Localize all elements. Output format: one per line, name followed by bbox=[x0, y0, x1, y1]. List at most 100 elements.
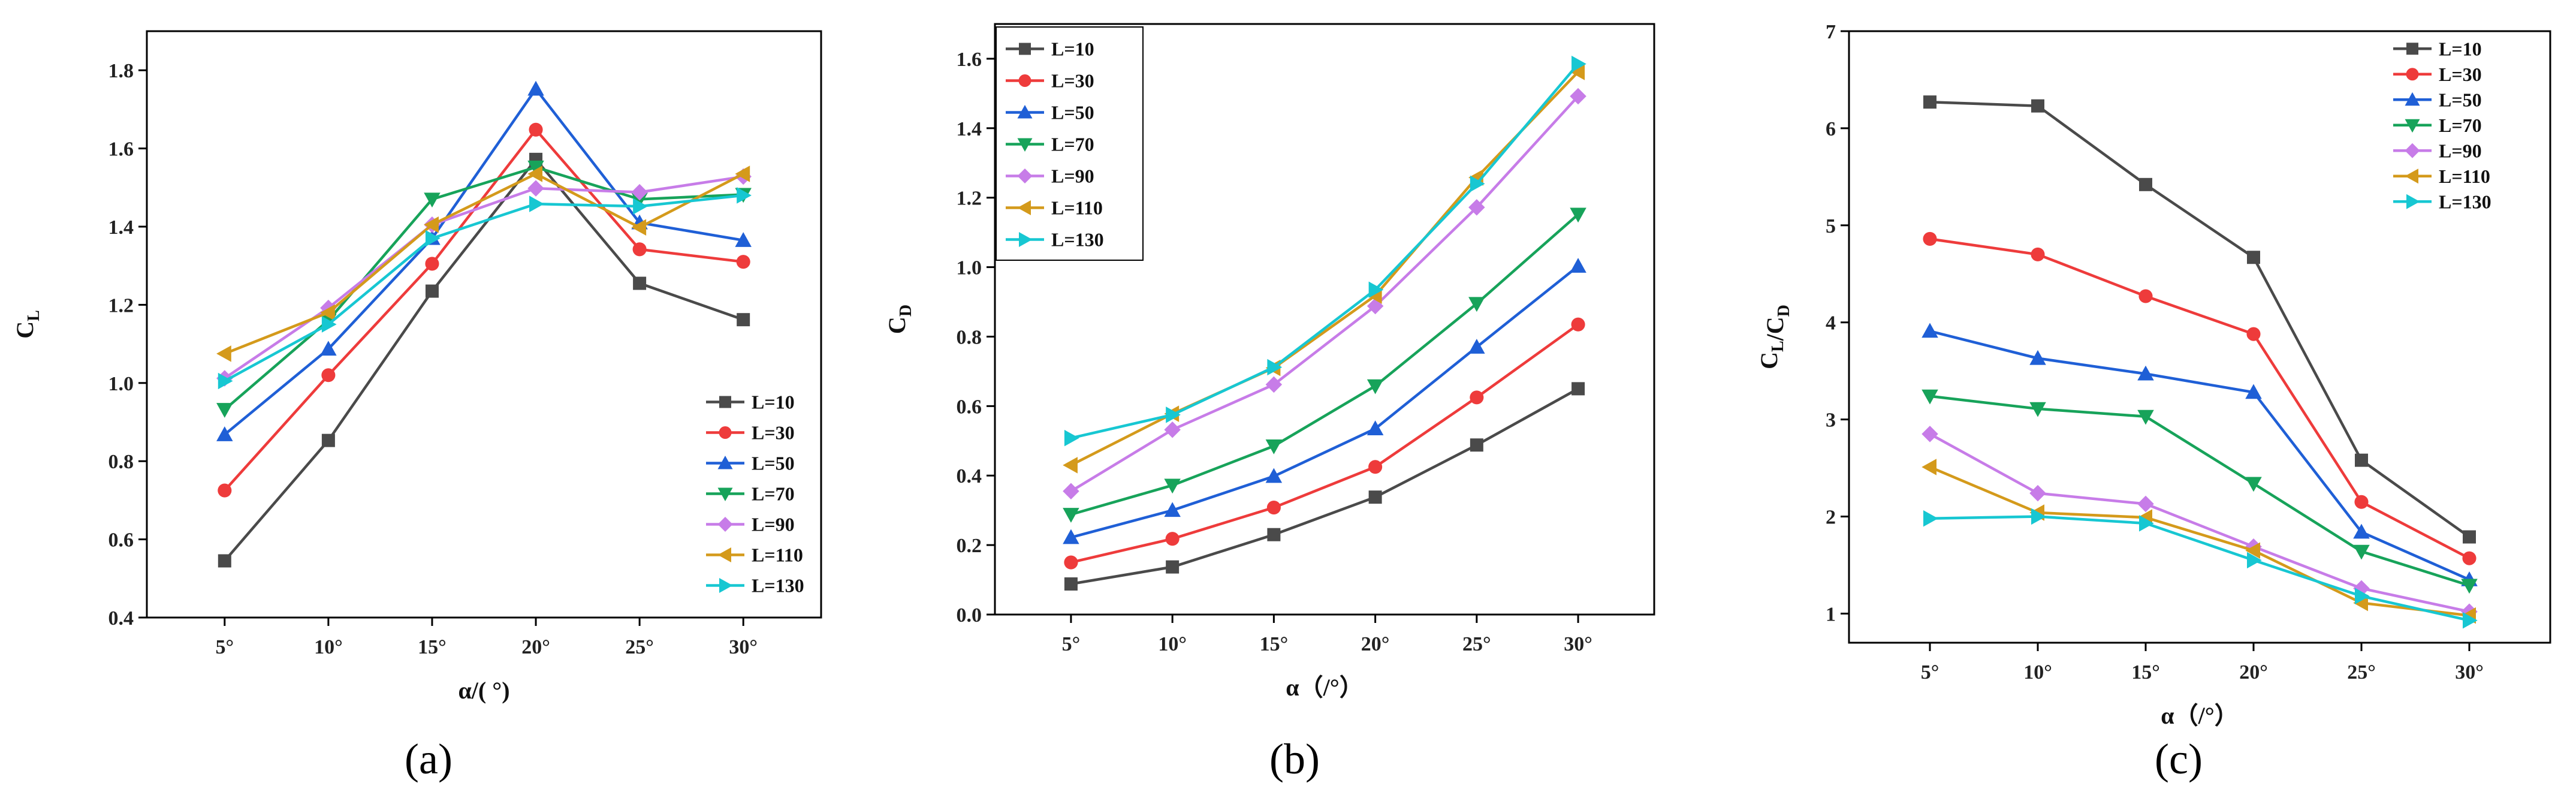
x-tick-label: 5° bbox=[1921, 661, 1939, 683]
series-l-30 bbox=[1923, 231, 2477, 565]
data-point bbox=[1164, 478, 1181, 494]
legend-marker bbox=[2406, 194, 2420, 209]
series-line bbox=[1929, 465, 2470, 617]
data-point bbox=[736, 255, 750, 269]
data-point bbox=[1368, 281, 1384, 298]
data-point bbox=[1166, 406, 1181, 423]
legend-marker bbox=[717, 487, 733, 501]
series-l-50 bbox=[1063, 258, 1586, 544]
data-point bbox=[2461, 579, 2478, 594]
legend-marker bbox=[1017, 200, 1031, 215]
data-point bbox=[737, 313, 750, 327]
series-l-10 bbox=[218, 152, 750, 568]
legend-label: L=90 bbox=[1051, 165, 1094, 187]
data-point bbox=[632, 242, 647, 257]
legend-marker bbox=[1019, 43, 1031, 55]
data-point bbox=[1922, 426, 1938, 442]
legend-label: L=110 bbox=[752, 544, 803, 566]
series-line bbox=[1070, 213, 1579, 516]
chart-panel-b: 0.0 0.2 0.4 0.6 0.8 1.0 1.2 1.4 1.6 5° 10° 15° 20° 25… bbox=[883, 23, 1655, 783]
legend-marker bbox=[2405, 92, 2420, 106]
x-tick-label: 25° bbox=[2347, 661, 2376, 683]
legend-label: L=10 bbox=[752, 392, 795, 413]
data-point bbox=[1470, 438, 1483, 452]
legend-label: L=50 bbox=[2439, 89, 2482, 110]
data-point bbox=[1570, 258, 1586, 273]
legend-label: L=10 bbox=[1051, 38, 1094, 60]
data-point bbox=[1166, 560, 1180, 574]
y-tick-label: 1.6 bbox=[957, 49, 982, 71]
x-tick-label: 10° bbox=[2023, 661, 2052, 683]
data-point bbox=[1368, 490, 1382, 504]
series-line bbox=[224, 127, 744, 492]
x-tick-label: 15° bbox=[2131, 661, 2160, 683]
data-point bbox=[2138, 289, 2153, 303]
data-point bbox=[633, 198, 648, 215]
data-point bbox=[2353, 544, 2370, 560]
data-point bbox=[2463, 530, 2476, 544]
legend-marker bbox=[719, 396, 731, 408]
y-axis-title: CD bbox=[883, 305, 915, 334]
series-line bbox=[224, 175, 744, 380]
legend-label: L=90 bbox=[752, 514, 795, 535]
y-tick-label: 4 bbox=[1826, 312, 1836, 335]
series-line bbox=[1929, 432, 2470, 613]
panel-label: (a) bbox=[405, 735, 453, 783]
y-tick-label: 1.8 bbox=[108, 60, 134, 82]
data-point bbox=[1570, 64, 1585, 80]
data-point bbox=[1266, 500, 1281, 515]
x-tick-label: 25° bbox=[1462, 633, 1491, 655]
legend-marker bbox=[2405, 119, 2420, 133]
data-point bbox=[2354, 495, 2369, 509]
series-l-70 bbox=[1063, 207, 1586, 523]
plot-frame bbox=[1848, 30, 2551, 644]
data-point bbox=[2355, 453, 2368, 467]
data-point bbox=[2029, 350, 2046, 365]
y-tick-label: 0.6 bbox=[108, 529, 134, 552]
series-line bbox=[1929, 237, 2471, 560]
series-l-70 bbox=[1922, 389, 2478, 594]
y-tick-label: 1.0 bbox=[957, 257, 982, 279]
data-point bbox=[633, 276, 647, 290]
y-tick-label: 0.8 bbox=[108, 451, 134, 473]
series-line bbox=[1070, 265, 1579, 539]
data-point bbox=[1570, 88, 1586, 105]
x-tick-label: 10° bbox=[1158, 633, 1187, 655]
y-tick-label: 1 bbox=[1826, 603, 1836, 625]
series-line bbox=[1070, 95, 1579, 493]
y-tick-label: 0.8 bbox=[957, 326, 982, 348]
data-point bbox=[216, 403, 233, 418]
x-tick-label: 25° bbox=[625, 636, 654, 658]
data-point bbox=[2463, 612, 2478, 629]
data-point bbox=[1468, 339, 1485, 354]
data-point bbox=[1063, 483, 1079, 500]
legend-marker bbox=[717, 517, 733, 532]
data-point bbox=[2029, 402, 2046, 417]
data-point bbox=[529, 195, 544, 212]
data-point bbox=[1468, 297, 1485, 312]
y-tick-label: 0.0 bbox=[957, 604, 982, 627]
data-point bbox=[1470, 390, 1484, 405]
data-point bbox=[1265, 468, 1283, 483]
chart-panel-a: 0.4 0.6 0.8 1.0 1.2 1.4 1.6 1.8 5° 10° 15° 20° 25° 30… bbox=[11, 30, 822, 783]
legend-label: L=50 bbox=[752, 453, 795, 474]
legend: L=10 L=30 L=50 L=70 L=90 L=110 L=130 bbox=[996, 26, 1144, 261]
data-point bbox=[2139, 515, 2154, 532]
data-point bbox=[1570, 207, 1586, 223]
data-point bbox=[2029, 484, 2046, 502]
data-point bbox=[1064, 555, 1078, 570]
y-tick-label: 0.4 bbox=[957, 465, 982, 487]
legend-marker bbox=[1018, 74, 1031, 87]
series-line bbox=[1929, 515, 2470, 622]
series-line bbox=[1070, 63, 1579, 439]
data-point bbox=[1470, 175, 1485, 192]
data-point bbox=[1267, 528, 1281, 541]
data-point bbox=[424, 216, 439, 233]
plot-frame bbox=[994, 23, 1655, 616]
data-point bbox=[2031, 247, 2045, 261]
legend-marker bbox=[717, 547, 731, 562]
x-tick-label: 20° bbox=[521, 636, 550, 658]
legend-label: L=130 bbox=[1051, 229, 1104, 251]
series-l-10 bbox=[1923, 95, 2476, 544]
legend-marker bbox=[1017, 168, 1033, 183]
